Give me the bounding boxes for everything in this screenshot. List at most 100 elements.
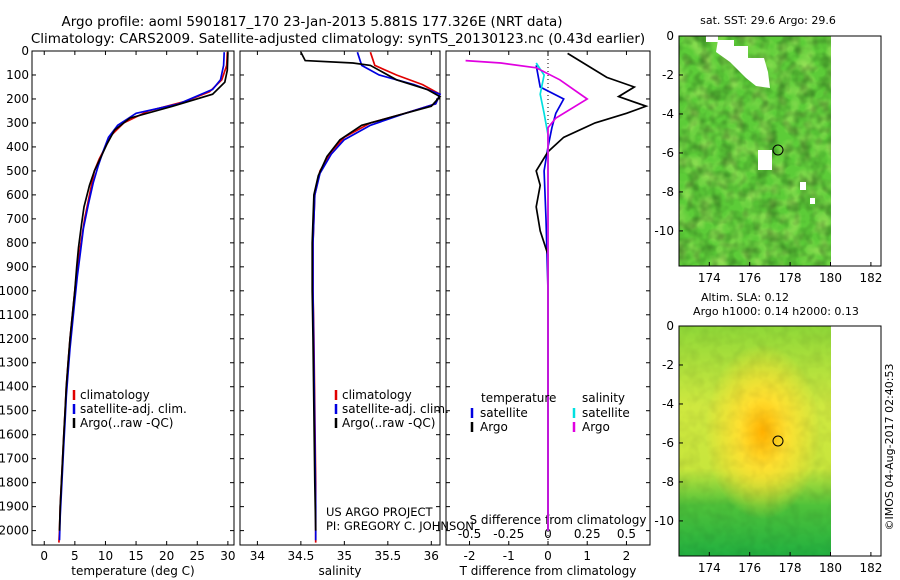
legend-label: satellite [582,406,630,420]
difference-panel: -2 -1 0 1 2T difference from climatology S di… [445,50,651,578]
x-tick-label: 36 [424,549,439,563]
x-tick-label-top: 0 [544,527,552,541]
y-tick-label: 200 [6,92,29,106]
y-tick-label: 400 [6,140,29,154]
map-y-tick-label: 0 [666,29,674,43]
sst-cloud-mask-3 [758,150,772,170]
x-axis-label: T difference from climatology [459,564,637,578]
legend-label: Argo(..raw -QC) [80,416,173,430]
sla-map-title-2: Argo h1000: 0.14 h2000: 0.13 [693,305,859,318]
x-tick-label: 15 [128,549,143,563]
legend-title-temperature: temperature [481,391,556,405]
sla-map-texture [679,326,831,556]
map-y-tick-label: -4 [662,397,674,411]
x-tick-label: 25 [190,549,205,563]
y-tick-label: 700 [6,212,29,226]
y-tick-label: 1600 [0,428,29,442]
x-axis-label: salinity [318,564,361,578]
x-tick-label: 0 [40,549,48,563]
map-x-tick-label: 174 [698,561,721,575]
x-tick-label-top: 0.25 [574,527,601,541]
x-axis-label-top: S difference from climatology [470,513,647,527]
x-tick-label-top: -0.5 [458,527,481,541]
y-tick-label: 1300 [0,356,29,370]
map-y-tick-label: -6 [662,146,674,160]
y-tick-label: 1800 [0,476,29,490]
y-tick-label: 1500 [0,404,29,418]
y-tick-label: 1900 [0,500,29,514]
sla-argo-marker [772,435,784,447]
sst-map-axes: 174 176 178 180 182 0 -2 -4 -6 -8 -10 [654,29,882,285]
x-tick-label-top: -0.25 [493,527,524,541]
salinity-panel: 34 34.5 35 35.5 36 salinity climatologysatelli… [239,50,449,578]
map-y-tick-label: -10 [654,514,674,528]
sst-argo-marker [772,144,784,156]
series-line [465,59,589,531]
sst-cloud-mask [716,40,770,88]
x-tick-label: 34 [250,549,265,563]
map-y-tick-label: -4 [662,107,674,121]
sst-map-edge [831,36,834,266]
temperature-panel-frame [31,50,235,546]
project-note-line2: PI: GREGORY C. JOHNSON [326,519,474,533]
y-tick-label: 1400 [0,380,29,394]
map-x-tick-label: 180 [819,271,842,285]
legend-title-salinity: salinity [582,391,625,405]
map-x-tick-label: 182 [859,561,882,575]
map-frame [678,325,882,557]
map-y-tick-label: -8 [662,475,674,489]
series-line [535,62,549,531]
y-tick-label: 900 [6,260,29,274]
x-tick-label: 35 [337,549,352,563]
series-line [300,51,442,531]
legend-label: climatology [342,388,412,402]
y-tick-label: 1100 [0,308,29,322]
salinity-panel-frame [239,50,441,546]
y-tick-label: 0 [21,44,29,58]
series-line [58,52,229,543]
legend-label: satellite-adj. clim. [342,402,449,416]
sla-map [679,326,834,556]
sla-map-title-1: Altim. SLA: 0.12 [701,291,789,304]
map-frame [678,35,882,267]
map-y-tick-label: -10 [654,224,674,238]
legend-label: satellite-adj. clim. [80,402,187,416]
legend-label: satellite [480,406,528,420]
y-tick-label: 1700 [0,452,29,466]
series-line [312,51,442,541]
temperature-panel: 0 5 10 15 20 25 30 temperature (deg C) 0 100 200 30… [0,44,236,578]
y-tick-label: 1000 [0,284,29,298]
sst-cloud-mask-5 [810,198,815,204]
map-x-tick-label: 180 [819,561,842,575]
x-tick-label: 20 [159,549,174,563]
map-y-tick-label: 0 [666,319,674,333]
legend-label: Argo [480,420,508,434]
series-line [58,52,229,531]
y-tick-label: 1200 [0,332,29,346]
sst-cloud-mask-2 [706,36,718,42]
series-line [58,52,226,541]
x-tick-label: 0 [544,549,552,563]
x-axis-label: temperature (deg C) [71,564,194,578]
x-tick-label: 30 [220,549,235,563]
title-line-2: Climatology: CARS2009. Satellite-adjuste… [31,31,645,47]
y-tick-label: 100 [6,68,29,82]
series-line [312,51,442,543]
map-y-tick-label: -2 [662,68,674,82]
map-x-tick-label: 178 [779,561,802,575]
x-tick-label: 2 [623,549,631,563]
x-tick-label: 1 [583,549,591,563]
sst-cloud-mask-4 [800,182,806,190]
map-x-tick-label: 176 [738,271,761,285]
x-tick-label: 35.5 [374,549,401,563]
map-x-tick-label: 174 [698,271,721,285]
map-x-tick-label: 178 [779,271,802,285]
map-x-tick-label: 176 [738,561,761,575]
watermark: ©IMOS 04-Aug-2017 02:40:53 [883,364,896,531]
map-x-tick-label: 182 [859,271,882,285]
x-tick-label-top: 0.5 [617,527,636,541]
map-y-tick-label: -2 [662,358,674,372]
y-tick-label: 300 [6,116,29,130]
series-line [535,65,565,531]
